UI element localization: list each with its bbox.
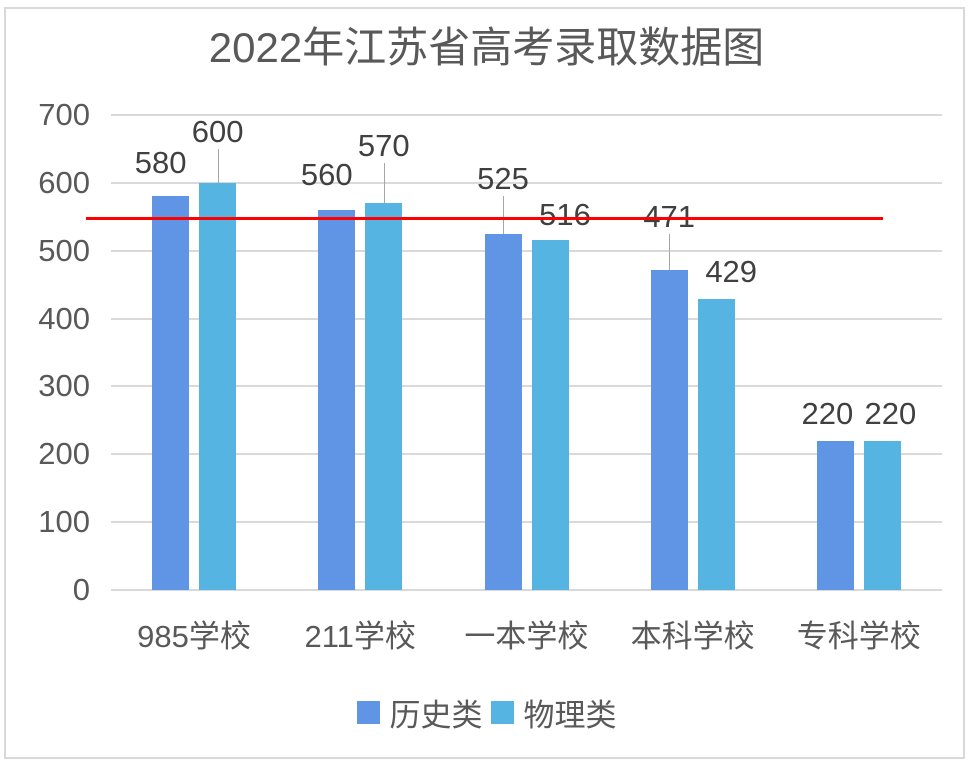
- data-label: 570: [357, 128, 410, 164]
- gridline: [111, 114, 942, 116]
- y-tick-label: 500: [38, 232, 90, 268]
- x-tick-label: 985学校: [137, 619, 251, 654]
- gridline: [111, 317, 942, 320]
- gridline: [111, 181, 942, 184]
- bar-history[interactable]: [484, 233, 522, 590]
- legend-label-history: 历史类: [389, 698, 483, 733]
- reference-line: [86, 217, 883, 221]
- x-axis-line: [111, 589, 942, 591]
- bar-physics[interactable]: [199, 182, 237, 590]
- x-tick-label: 一本学校: [464, 619, 589, 654]
- gridline: [111, 453, 942, 456]
- bar-history[interactable]: [650, 270, 688, 590]
- data-label: 560: [300, 157, 353, 192]
- x-tick-label: 专科学校: [796, 619, 921, 654]
- y-tick-label: 0: [72, 572, 90, 607]
- gridline: [111, 385, 942, 388]
- bar-history[interactable]: [318, 210, 356, 590]
- legend-item-history[interactable]: 历史类: [356, 690, 483, 735]
- label-leader-line: [503, 195, 504, 234]
- gridline: [111, 249, 942, 252]
- data-label: 220: [864, 395, 917, 431]
- bar-physics[interactable]: [863, 440, 901, 590]
- label-leader-line: [217, 148, 219, 183]
- data-label: 600: [191, 113, 244, 149]
- legend-label-physics: 物理类: [523, 698, 617, 733]
- y-tick-label: 700: [38, 97, 90, 132]
- legend-swatch-physics: [490, 701, 514, 724]
- legend-item-physics[interactable]: 物理类: [490, 690, 617, 735]
- bar-physics[interactable]: [697, 298, 735, 590]
- chart-title: 2022年江苏省高考录取数据图: [208, 24, 765, 71]
- label-leader-line: [669, 234, 671, 271]
- data-label: 429: [705, 253, 758, 289]
- data-label: 471: [643, 199, 696, 235]
- bar-history[interactable]: [816, 440, 854, 590]
- gridline: [111, 521, 942, 524]
- x-tick-label: 211学校: [304, 619, 416, 654]
- x-tick-label: 本科学校: [630, 619, 755, 654]
- legend-swatch-history: [356, 701, 380, 724]
- bar-history[interactable]: [152, 196, 190, 590]
- legend: 历史类 物理类: [0, 690, 973, 735]
- y-tick-label: 100: [38, 504, 90, 540]
- data-label: 516: [539, 196, 591, 232]
- data-label: 580: [134, 145, 187, 181]
- data-label: 220: [801, 395, 854, 431]
- y-tick-label: 300: [38, 368, 90, 404]
- y-tick-label: 200: [38, 436, 90, 472]
- bar-physics[interactable]: [365, 203, 403, 590]
- y-tick-label: 400: [38, 300, 90, 336]
- y-tick-label: 600: [38, 164, 90, 200]
- bar-physics[interactable]: [531, 239, 569, 590]
- data-label: 525: [477, 160, 529, 196]
- label-leader-line: [383, 163, 385, 204]
